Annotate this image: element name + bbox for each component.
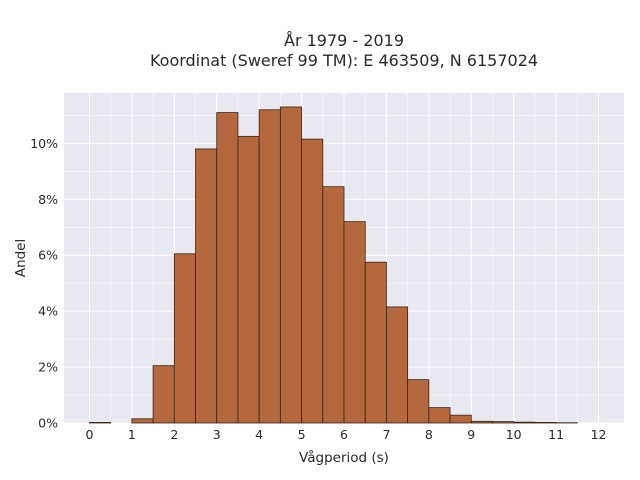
- chart-title-line2: Koordinat (Sweref 99 TM): E 463509, N 61…: [150, 51, 538, 70]
- y-tick-label: 0%: [38, 416, 58, 431]
- x-tick-label: 9: [467, 427, 475, 442]
- histogram-bar: [152, 365, 175, 424]
- x-tick-label: 0: [85, 427, 93, 442]
- histogram-bar: [343, 221, 366, 424]
- y-axis-label: Andel: [13, 239, 29, 277]
- x-axis-label: Vågperiod (s): [299, 449, 389, 466]
- histogram-bar: [237, 135, 260, 424]
- histogram-bar: [173, 253, 196, 424]
- histogram-bar: [428, 407, 451, 424]
- histogram-bar: [258, 109, 281, 424]
- y-tick-label: 4%: [38, 304, 58, 319]
- chart-title-line1: År 1979 - 2019: [284, 31, 404, 50]
- histogram-bar: [131, 418, 154, 424]
- histogram-bar: [492, 421, 515, 424]
- histogram-bar: [513, 421, 536, 424]
- histogram-bar: [407, 379, 430, 424]
- y-tick-label: 10%: [30, 136, 58, 151]
- y-tick-label: 2%: [38, 360, 58, 375]
- x-tick-label: 10: [506, 427, 522, 442]
- histogram-bar: [322, 186, 345, 424]
- y-tick-label: 8%: [38, 192, 58, 207]
- x-tick-label: 12: [591, 427, 607, 442]
- x-tick-label: 8: [425, 427, 433, 442]
- histogram-bar: [279, 106, 302, 424]
- x-tick-label: 4: [255, 427, 263, 442]
- histogram-bar: [386, 306, 409, 424]
- x-tick-label: 5: [298, 427, 306, 442]
- bars: [89, 106, 578, 424]
- histogram-bar: [301, 138, 324, 424]
- histogram-bar: [195, 148, 218, 424]
- histogram-bar: [449, 414, 472, 424]
- x-tick-label: 2: [170, 427, 178, 442]
- x-tick-label: 11: [548, 427, 564, 442]
- histogram-bar: [216, 112, 239, 424]
- x-tick-label: 3: [213, 427, 221, 442]
- y-tick-label: 6%: [38, 248, 58, 263]
- histogram-bar: [364, 261, 387, 424]
- y-axis-ticks: 0% 2% 4% 6% 8% 10%: [30, 136, 58, 431]
- histogram-bar: [470, 420, 493, 424]
- histogram-bar: [534, 422, 557, 424]
- x-tick-label: 1: [128, 427, 136, 442]
- x-axis-ticks: 0 1 2 3 4 5 6 7 8 9 10 11 12: [85, 427, 606, 442]
- x-tick-label: 7: [382, 427, 390, 442]
- histogram-bar: [89, 422, 112, 424]
- x-tick-label: 6: [340, 427, 348, 442]
